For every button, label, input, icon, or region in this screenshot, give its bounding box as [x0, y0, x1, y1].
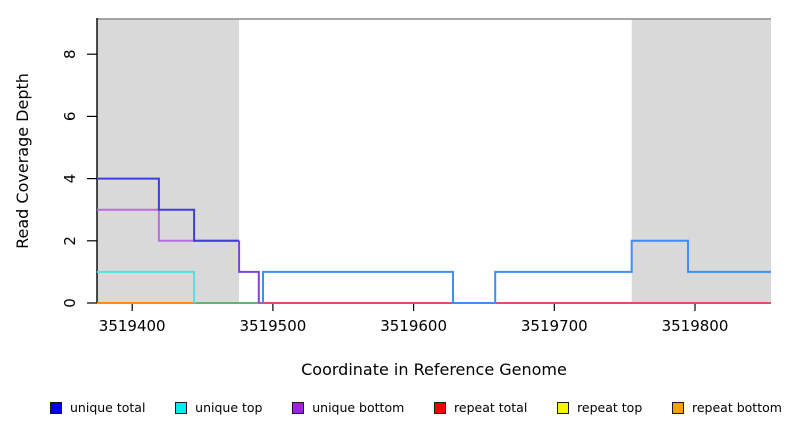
legend-label: unique total [70, 399, 146, 415]
series-line-unique-total-bottom-overlap [238, 240, 260, 303]
y-tick-label: 4 [61, 174, 79, 184]
series-line-unique-total-right [262, 239, 771, 304]
legend-label: unique top [195, 399, 263, 415]
legend-item-repeat-total: repeat total [434, 399, 528, 415]
legend-label: repeat total [454, 399, 528, 415]
legend-swatch-icon [175, 402, 188, 414]
y-axis-label: Read Coverage Depth [13, 73, 32, 249]
coverage-plot: 3519400 3519500 3519600 3519700 3519800 0 2 4 6 8… [13, 18, 771, 379]
series-line-unique-total-left [97, 177, 240, 242]
legend-swatch-icon [557, 402, 570, 414]
legend-swatch-icon [50, 402, 62, 414]
legend-swatch-icon [292, 402, 305, 414]
x-tick-label: 3519600 [380, 317, 447, 335]
legend-label: unique bottom [312, 399, 405, 415]
repeat-region-shading [631, 19, 771, 303]
legend-swatch-icon [434, 402, 447, 414]
y-tick-label: 2 [61, 236, 79, 246]
legend-label: repeat top [577, 399, 643, 415]
legend-item-unique-bottom: unique bottom [292, 399, 405, 415]
y-tick-label: 8 [61, 49, 79, 59]
legend: unique total unique top unique bottom repea… [50, 398, 782, 418]
series-line-unique-top [97, 270, 196, 303]
x-axis-label: Coordinate in Reference Genome [301, 360, 567, 379]
legend-item-unique-total: unique total [50, 399, 146, 415]
repeat-region-shading [97, 19, 240, 303]
legend-item-repeat-bottom: repeat bottom [672, 399, 782, 415]
x-tick-label: 3519400 [99, 317, 166, 335]
y-tick-label: 0 [61, 298, 79, 308]
legend-item-repeat-top: repeat top [557, 399, 643, 415]
legend-swatch-icon [672, 402, 684, 414]
y-tick-label: 6 [61, 112, 79, 122]
x-tick-label: 3519700 [521, 317, 588, 335]
x-tick-label: 3519500 [239, 317, 306, 335]
legend-item-unique-top: unique top [175, 399, 263, 415]
legend-label: repeat bottom [692, 399, 782, 415]
x-tick-label: 3519800 [662, 317, 729, 335]
